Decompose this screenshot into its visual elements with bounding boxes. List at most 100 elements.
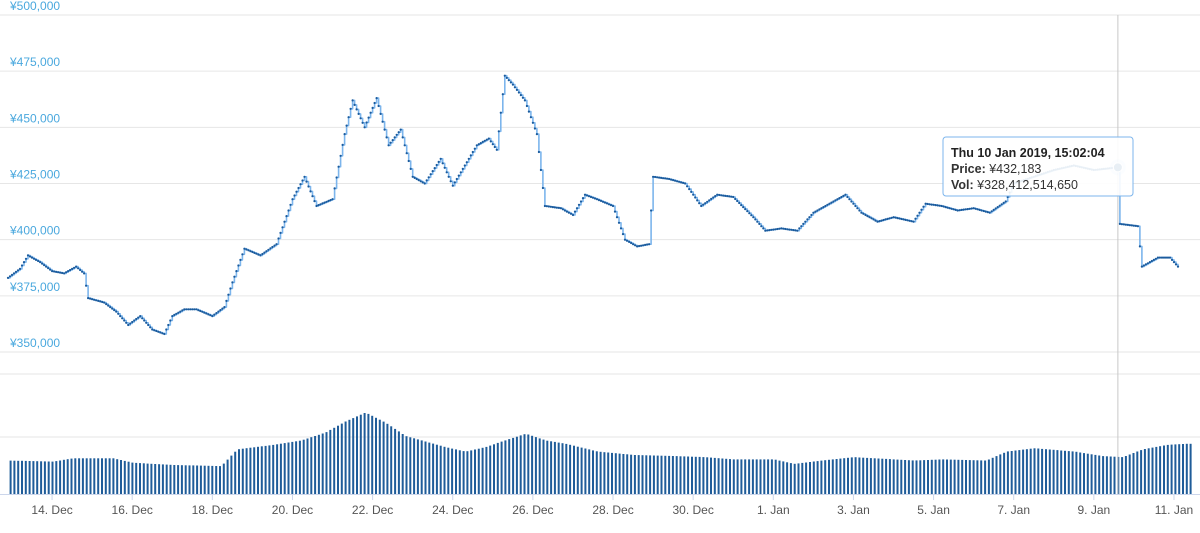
volume-bar	[253, 447, 256, 494]
price-point	[746, 210, 749, 213]
price-tick-label: ¥450,000	[9, 111, 60, 125]
volume-bar	[1140, 450, 1143, 494]
volume-bar	[702, 457, 705, 494]
volume-bar	[546, 440, 549, 494]
price-point	[145, 321, 148, 324]
price-point	[267, 248, 270, 251]
price-point	[880, 219, 883, 222]
volume-bar	[873, 458, 876, 494]
price-point	[802, 222, 805, 225]
volume-bar	[150, 463, 153, 494]
price-point	[313, 200, 316, 203]
price-point	[922, 205, 925, 208]
x-tick-label: 20. Dec	[272, 503, 313, 517]
price-point	[918, 211, 921, 214]
volume-bar	[1163, 445, 1165, 494]
price-point	[449, 180, 452, 183]
volume-bar	[397, 431, 400, 494]
price-point	[229, 287, 232, 290]
price-point	[115, 310, 118, 313]
volume-bar	[580, 447, 583, 494]
volume-bar	[1098, 455, 1101, 494]
price-point	[77, 267, 80, 270]
price-point	[630, 241, 633, 245]
price-point	[471, 150, 474, 154]
volume-bar	[991, 457, 994, 494]
price-point	[287, 209, 290, 212]
price-point	[904, 218, 907, 221]
x-tick-label: 28. Dec	[592, 503, 633, 517]
volume-bar	[965, 460, 967, 494]
price-markers	[6, 74, 1180, 336]
price-point	[976, 208, 979, 211]
price-point	[167, 323, 170, 327]
volume-bar	[101, 458, 103, 494]
price-point	[495, 148, 498, 151]
volume-bar	[938, 459, 941, 494]
price-point	[848, 198, 851, 201]
price-point	[457, 174, 460, 177]
volume-bar	[1185, 443, 1188, 494]
price-point	[750, 214, 753, 217]
volume-bar	[519, 435, 522, 494]
price-point	[1130, 224, 1133, 227]
volume-bar	[142, 463, 145, 494]
price-point	[700, 204, 703, 208]
price-point	[371, 106, 374, 109]
price-point	[283, 220, 286, 223]
volume-bar	[295, 441, 298, 494]
price-point	[157, 330, 160, 333]
volume-bar	[911, 460, 914, 494]
price-point	[217, 310, 220, 313]
volume-bar	[828, 459, 830, 494]
volume-bar	[66, 459, 69, 494]
price-point	[736, 199, 739, 203]
price-point	[615, 216, 619, 219]
price-point	[561, 208, 565, 211]
price-point	[1164, 256, 1168, 259]
volume-bar	[222, 463, 225, 494]
price-point	[477, 143, 480, 146]
volume-bar	[112, 458, 115, 494]
price-point	[714, 195, 717, 198]
x-tick-label: 30. Dec	[672, 503, 713, 517]
price-point	[427, 176, 430, 179]
volume-bar	[116, 459, 119, 494]
price-point	[591, 196, 595, 199]
volume-bar	[957, 459, 960, 494]
volume-bar	[219, 466, 221, 494]
price-point	[461, 167, 464, 170]
volume-bar	[21, 460, 23, 494]
price-point	[1168, 256, 1172, 259]
price-point	[722, 194, 725, 197]
price-point	[399, 128, 402, 131]
volume-bar	[801, 462, 804, 494]
price-point	[593, 197, 597, 200]
price-point	[71, 267, 74, 270]
price-point	[934, 204, 937, 207]
price-point	[868, 216, 871, 219]
volume-bar	[363, 413, 366, 494]
volume-bar	[78, 458, 81, 494]
volume-bar	[1182, 444, 1184, 494]
price-point	[874, 219, 877, 222]
volume-bar	[999, 454, 1002, 494]
volume-bar	[835, 459, 838, 494]
volume-bar	[850, 457, 853, 494]
volume-bar	[120, 460, 122, 494]
price-point	[497, 130, 500, 133]
price-point	[225, 299, 228, 302]
price-point	[734, 197, 737, 201]
price-point	[1118, 222, 1121, 225]
price-point	[327, 199, 330, 202]
price-point	[285, 215, 288, 218]
price-point	[109, 306, 112, 309]
price-point	[740, 204, 743, 207]
volume-bar	[786, 462, 789, 494]
price-point	[263, 251, 266, 254]
price-tick-label: ¥425,000	[9, 168, 60, 182]
price-point	[972, 207, 975, 210]
price-point	[527, 110, 531, 113]
price-point	[654, 175, 657, 179]
volume-bar	[573, 445, 575, 494]
